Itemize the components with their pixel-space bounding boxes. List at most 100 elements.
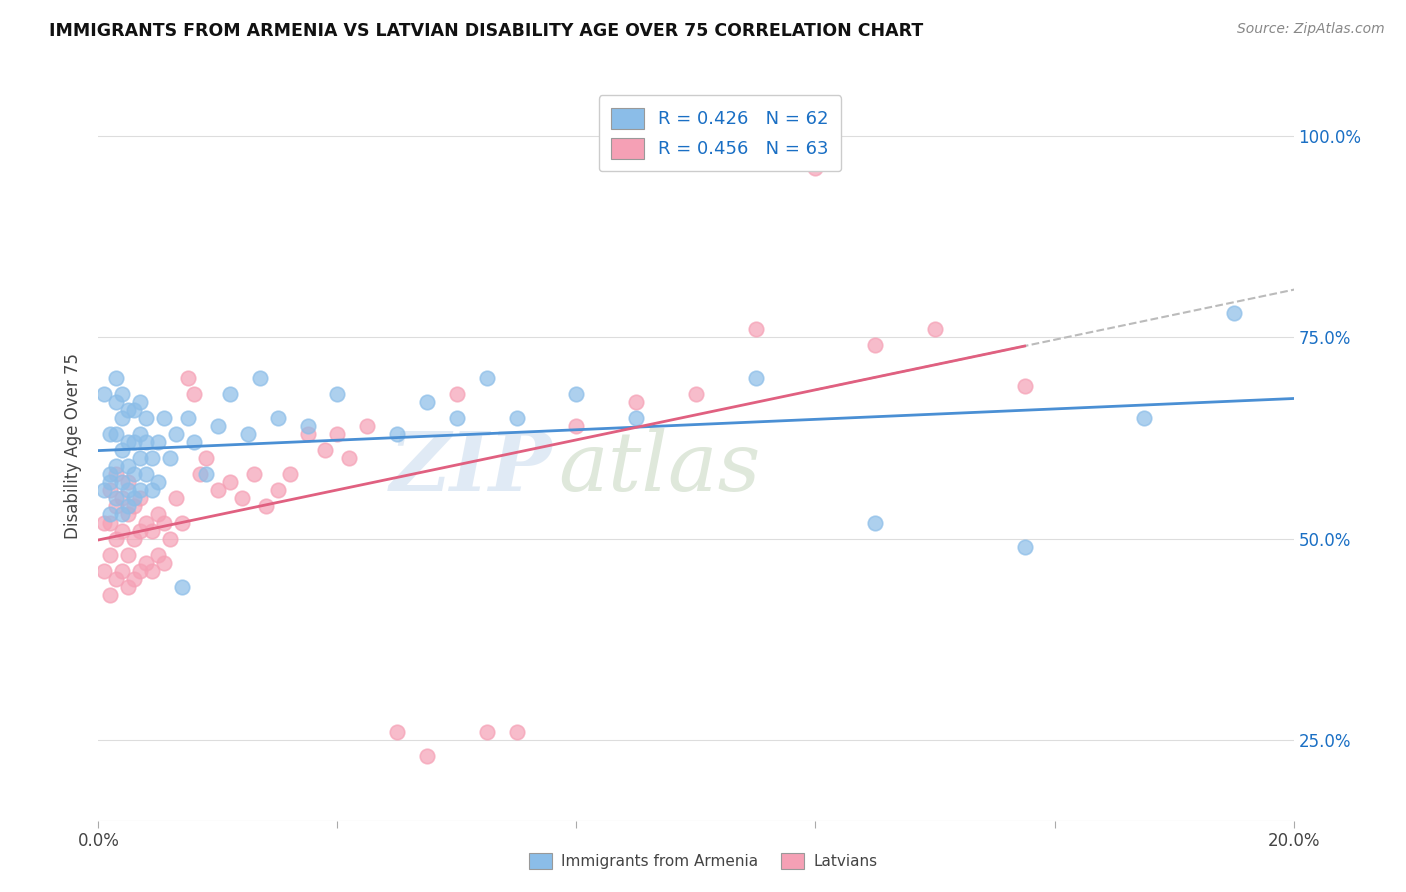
Point bbox=[111, 410, 134, 425]
Point bbox=[111, 524, 134, 538]
Point bbox=[1133, 410, 1156, 425]
Point bbox=[124, 491, 146, 506]
Point bbox=[124, 434, 146, 449]
Point bbox=[111, 475, 134, 490]
Point bbox=[98, 548, 122, 562]
Point bbox=[105, 459, 128, 474]
Point bbox=[98, 483, 122, 498]
Point bbox=[297, 426, 319, 441]
Point bbox=[195, 467, 218, 482]
Point bbox=[416, 394, 439, 409]
Point bbox=[129, 426, 152, 441]
Point bbox=[207, 483, 229, 498]
Point bbox=[141, 564, 163, 578]
Point bbox=[117, 434, 139, 449]
Point bbox=[135, 467, 157, 482]
Point bbox=[129, 491, 152, 506]
Point bbox=[117, 459, 139, 474]
Point bbox=[93, 386, 115, 401]
Point bbox=[165, 426, 187, 441]
Point bbox=[172, 580, 194, 594]
Point bbox=[159, 532, 181, 546]
Point bbox=[207, 418, 229, 433]
Point bbox=[626, 394, 648, 409]
Point bbox=[267, 410, 290, 425]
Point bbox=[135, 410, 157, 425]
Point bbox=[219, 475, 242, 490]
Point bbox=[111, 508, 134, 522]
Point bbox=[219, 386, 242, 401]
Point bbox=[135, 516, 157, 530]
Point bbox=[804, 161, 827, 175]
Point bbox=[111, 491, 134, 506]
Point bbox=[267, 483, 290, 498]
Point bbox=[98, 475, 122, 490]
Point bbox=[148, 548, 170, 562]
Legend: Immigrants from Armenia, Latvians: Immigrants from Armenia, Latvians bbox=[523, 847, 883, 875]
Point bbox=[188, 467, 211, 482]
Point bbox=[249, 370, 271, 384]
Point bbox=[1223, 306, 1246, 320]
Point bbox=[565, 418, 588, 433]
Point bbox=[124, 500, 146, 514]
Legend: R = 0.426   N = 62, R = 0.456   N = 63: R = 0.426 N = 62, R = 0.456 N = 63 bbox=[599, 95, 841, 171]
Point bbox=[98, 588, 122, 602]
Point bbox=[148, 508, 170, 522]
Point bbox=[475, 725, 498, 739]
Point bbox=[326, 386, 349, 401]
Point bbox=[315, 443, 337, 458]
Point bbox=[195, 451, 218, 466]
Point bbox=[141, 483, 163, 498]
Point bbox=[165, 491, 187, 506]
Text: IMMIGRANTS FROM ARMENIA VS LATVIAN DISABILITY AGE OVER 75 CORRELATION CHART: IMMIGRANTS FROM ARMENIA VS LATVIAN DISAB… bbox=[49, 22, 924, 40]
Point bbox=[236, 426, 259, 441]
Point bbox=[111, 386, 134, 401]
Text: ZIP: ZIP bbox=[389, 428, 553, 508]
Point bbox=[93, 516, 115, 530]
Point bbox=[105, 426, 128, 441]
Point bbox=[117, 548, 139, 562]
Point bbox=[153, 556, 176, 570]
Point bbox=[98, 508, 122, 522]
Point bbox=[98, 467, 122, 482]
Point bbox=[865, 516, 887, 530]
Point bbox=[117, 500, 139, 514]
Point bbox=[93, 564, 115, 578]
Point bbox=[124, 467, 146, 482]
Point bbox=[159, 451, 181, 466]
Y-axis label: Disability Age Over 75: Disability Age Over 75 bbox=[65, 353, 83, 539]
Point bbox=[129, 394, 152, 409]
Point bbox=[141, 451, 163, 466]
Point bbox=[117, 483, 139, 498]
Point bbox=[506, 725, 529, 739]
Point bbox=[177, 370, 200, 384]
Point bbox=[141, 524, 163, 538]
Point bbox=[148, 434, 170, 449]
Point bbox=[278, 467, 301, 482]
Point bbox=[745, 322, 768, 336]
Point bbox=[105, 500, 128, 514]
Point bbox=[124, 572, 146, 586]
Point bbox=[135, 556, 157, 570]
Point bbox=[117, 475, 139, 490]
Point bbox=[172, 516, 194, 530]
Point bbox=[626, 410, 648, 425]
Point bbox=[105, 532, 128, 546]
Point bbox=[446, 410, 468, 425]
Point bbox=[124, 532, 146, 546]
Point bbox=[135, 434, 157, 449]
Point bbox=[356, 418, 378, 433]
Point bbox=[105, 370, 128, 384]
Point bbox=[183, 386, 205, 401]
Point bbox=[745, 370, 768, 384]
Point bbox=[105, 572, 128, 586]
Point bbox=[153, 410, 176, 425]
Point bbox=[446, 386, 468, 401]
Point bbox=[124, 402, 146, 417]
Point bbox=[297, 418, 319, 433]
Point bbox=[117, 402, 139, 417]
Point bbox=[153, 516, 176, 530]
Point bbox=[1014, 540, 1036, 554]
Point bbox=[148, 475, 170, 490]
Point bbox=[924, 322, 946, 336]
